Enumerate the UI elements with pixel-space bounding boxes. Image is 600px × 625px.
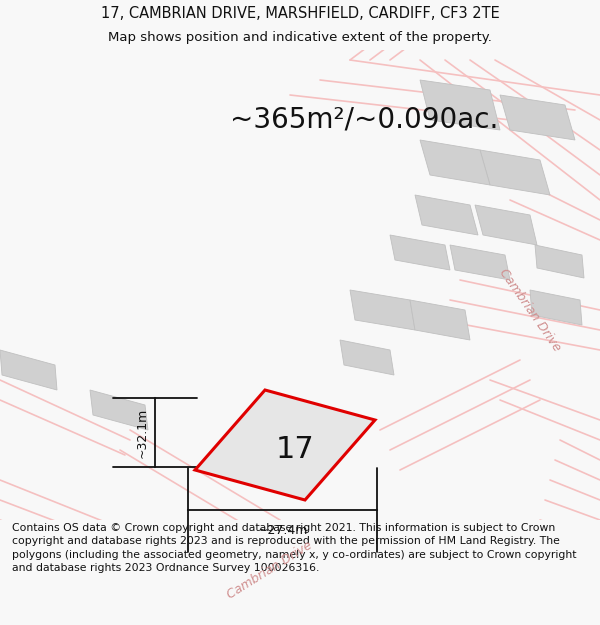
Text: Map shows position and indicative extent of the property.: Map shows position and indicative extent…: [108, 31, 492, 44]
Polygon shape: [535, 245, 584, 278]
Text: Contains OS data © Crown copyright and database right 2021. This information is : Contains OS data © Crown copyright and d…: [12, 523, 577, 572]
Polygon shape: [0, 350, 57, 390]
Text: ~32.1m: ~32.1m: [136, 408, 149, 458]
Polygon shape: [415, 195, 478, 235]
Polygon shape: [195, 390, 375, 500]
Polygon shape: [450, 245, 510, 280]
Polygon shape: [90, 390, 148, 430]
Text: Cambrian Drive: Cambrian Drive: [225, 539, 315, 601]
Text: ~365m²/~0.090ac.: ~365m²/~0.090ac.: [230, 106, 499, 134]
Polygon shape: [390, 235, 450, 270]
Polygon shape: [420, 80, 500, 130]
Polygon shape: [350, 290, 415, 330]
Polygon shape: [475, 205, 537, 245]
Polygon shape: [15, 540, 90, 590]
Text: 17, CAMBRIAN DRIVE, MARSHFIELD, CARDIFF, CF3 2TE: 17, CAMBRIAN DRIVE, MARSHFIELD, CARDIFF,…: [101, 6, 499, 21]
Polygon shape: [410, 300, 470, 340]
Polygon shape: [480, 150, 550, 195]
Text: Cambrian Drive: Cambrian Drive: [497, 266, 563, 354]
Polygon shape: [340, 340, 394, 375]
Polygon shape: [530, 290, 582, 325]
Text: ~27.4m: ~27.4m: [257, 524, 308, 537]
Polygon shape: [420, 140, 490, 185]
Polygon shape: [500, 95, 575, 140]
Text: 17: 17: [275, 436, 314, 464]
